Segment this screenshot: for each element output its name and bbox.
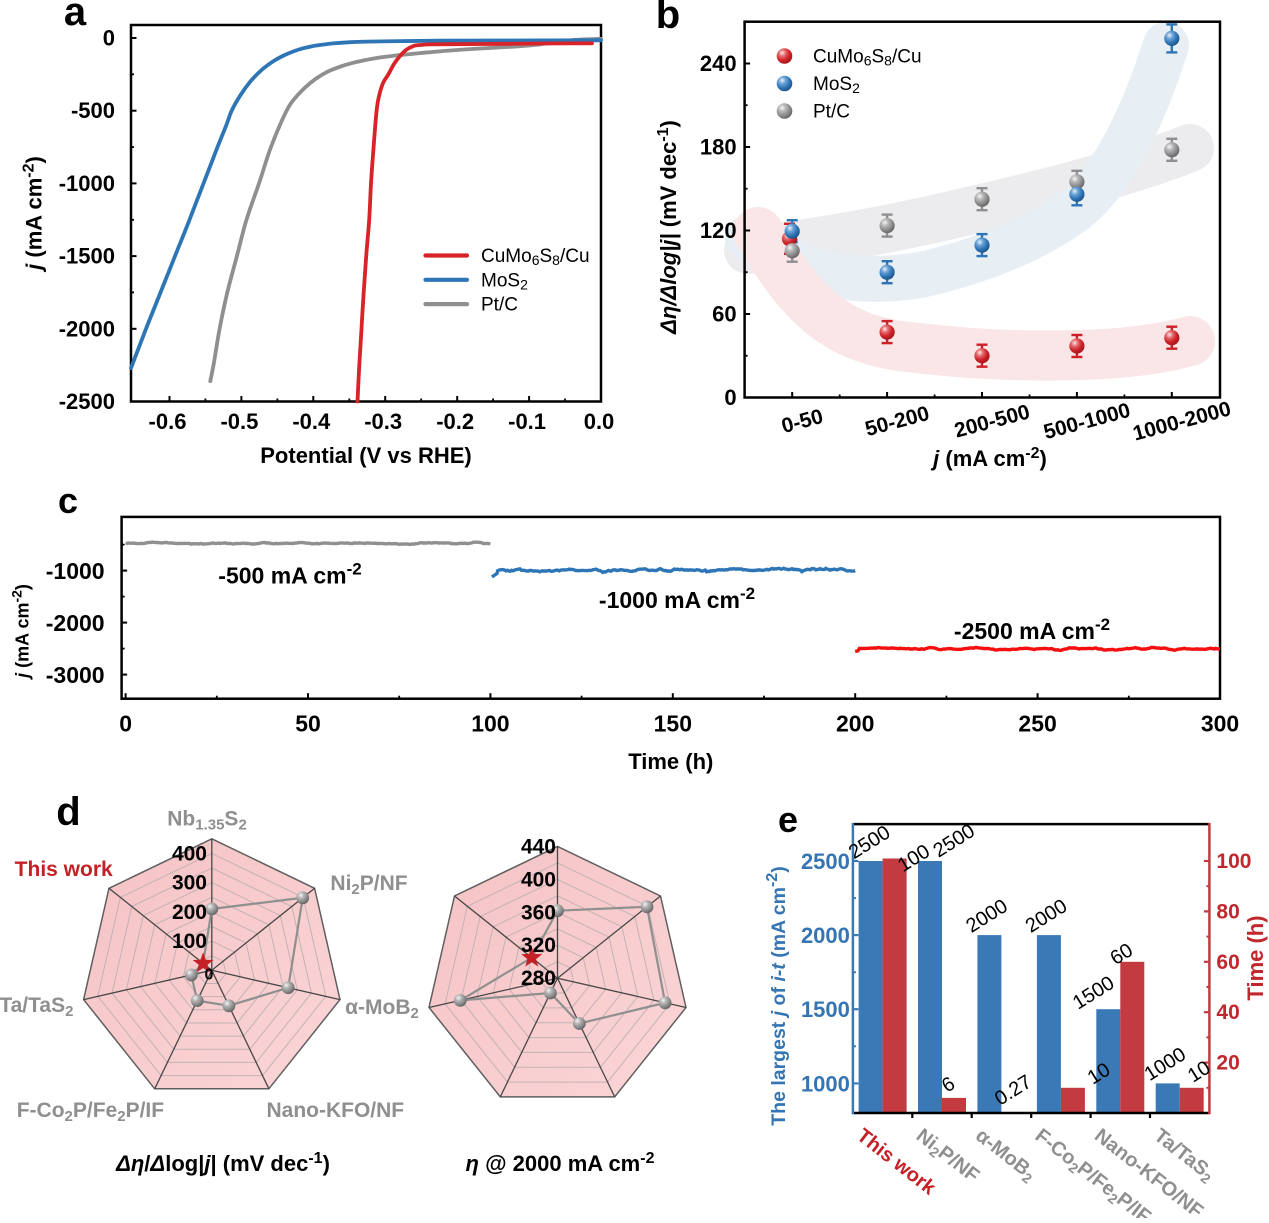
svg-text:280: 280	[521, 967, 556, 990]
svg-text:This work: This work	[15, 858, 113, 881]
svg-text:0.0: 0.0	[584, 409, 615, 434]
svg-text:100: 100	[1216, 850, 1251, 873]
svg-text:Potential (V vs RHE): Potential (V vs RHE)	[260, 443, 471, 468]
svg-text:50: 50	[295, 711, 321, 737]
svg-text:1500: 1500	[801, 997, 850, 1022]
svg-text:-0.6: -0.6	[149, 409, 187, 434]
svg-text:b: b	[656, 0, 680, 37]
svg-text:Nano-KFO/NF: Nano-KFO/NF	[266, 1099, 404, 1122]
svg-text:120: 120	[700, 218, 737, 243]
svg-text:300: 300	[172, 872, 207, 895]
svg-text:F-Co2​P/Fe2​P/IF: F-Co2​P/Fe2​P/IF	[17, 1099, 165, 1125]
svg-text:1000: 1000	[801, 1071, 850, 1096]
svg-text:-2500: -2500	[59, 389, 115, 414]
svg-text:60: 60	[1216, 951, 1239, 974]
svg-text:200: 200	[836, 711, 874, 737]
svg-text:-500: -500	[71, 98, 115, 123]
svg-text:60: 60	[712, 302, 736, 327]
svg-text:0: 0	[103, 26, 115, 51]
svg-text:360: 360	[521, 901, 556, 924]
svg-text:240: 240	[700, 51, 737, 76]
svg-text:0: 0	[119, 711, 132, 737]
svg-text:CuMo6​S8​/Cu: CuMo6​S8​/Cu	[481, 246, 590, 268]
svg-text:-0.3: -0.3	[364, 409, 402, 434]
svg-text:-2500 mA cm-2​: -2500 mA cm-2​	[954, 615, 1110, 644]
svg-text:100: 100	[172, 930, 207, 953]
svg-text:-0.2: -0.2	[436, 409, 474, 434]
svg-text:150: 150	[654, 711, 692, 737]
svg-text:-500 mA cm-2​: -500 mA cm-2​	[218, 560, 361, 589]
svg-text:Δη/Δlog|j| (mV dec-1​): Δη/Δlog|j| (mV dec-1​)	[115, 1150, 330, 1176]
svg-text:MoS2​: MoS2​	[813, 74, 860, 96]
svg-text:-0.4: -0.4	[292, 409, 331, 434]
svg-text:320: 320	[521, 934, 556, 957]
svg-text:-0.5: -0.5	[220, 409, 258, 434]
svg-text:200: 200	[172, 901, 207, 924]
svg-text:40: 40	[1216, 1001, 1239, 1024]
svg-text:-1000 mA cm-2​: -1000 mA cm-2​	[599, 584, 755, 613]
svg-text:400: 400	[172, 842, 207, 865]
svg-text:20: 20	[1216, 1052, 1239, 1075]
svg-text:-1500: -1500	[59, 244, 115, 269]
svg-text:η @ 2000 mA cm-2​: η @ 2000 mA cm-2​	[466, 1150, 655, 1176]
svg-text:Time (h): Time (h)	[1243, 915, 1268, 1000]
svg-text:a: a	[64, 0, 87, 34]
svg-text:-1000: -1000	[46, 558, 105, 584]
svg-text:Time (h): Time (h)	[628, 749, 713, 774]
svg-text:CuMo6​S8​/Cu: CuMo6​S8​/Cu	[813, 47, 922, 69]
svg-text:Ta/TaS2​: Ta/TaS2​	[0, 994, 73, 1020]
svg-text:-0.1: -0.1	[508, 409, 546, 434]
svg-text:180: 180	[700, 135, 737, 160]
svg-text:e: e	[778, 799, 798, 840]
svg-text:2000: 2000	[801, 923, 850, 948]
svg-text:440: 440	[521, 835, 556, 858]
svg-text:Ni2​P/NF: Ni2​P/NF	[330, 872, 407, 898]
svg-text:The largest j of i-t (mA cm-2​: The largest j of i-t (mA cm-2​)	[764, 866, 790, 1125]
svg-text:MoS2​: MoS2​	[481, 270, 528, 292]
svg-text:250: 250	[1018, 711, 1056, 737]
svg-text:0: 0	[724, 385, 736, 410]
svg-text:Pt/C: Pt/C	[481, 295, 518, 316]
svg-text:400: 400	[521, 868, 556, 891]
svg-text:Pt/C: Pt/C	[813, 102, 850, 123]
svg-text:-3000: -3000	[46, 662, 105, 688]
svg-text:0: 0	[205, 967, 214, 984]
svg-text:c: c	[58, 480, 78, 521]
svg-text:80: 80	[1216, 900, 1239, 923]
svg-text:α-MoB2​: α-MoB2​	[345, 996, 419, 1022]
svg-text:d: d	[56, 790, 80, 834]
svg-text:100: 100	[471, 711, 509, 737]
svg-text:-2000: -2000	[59, 316, 115, 341]
svg-text:-2000: -2000	[46, 610, 105, 636]
svg-text:2500: 2500	[801, 849, 850, 874]
svg-text:Δη/Δlog|j| (mV dec-1​): Δη/Δlog|j| (mV dec-1​)	[655, 120, 681, 335]
svg-text:300: 300	[1201, 711, 1239, 737]
svg-text:-1000: -1000	[59, 171, 115, 196]
